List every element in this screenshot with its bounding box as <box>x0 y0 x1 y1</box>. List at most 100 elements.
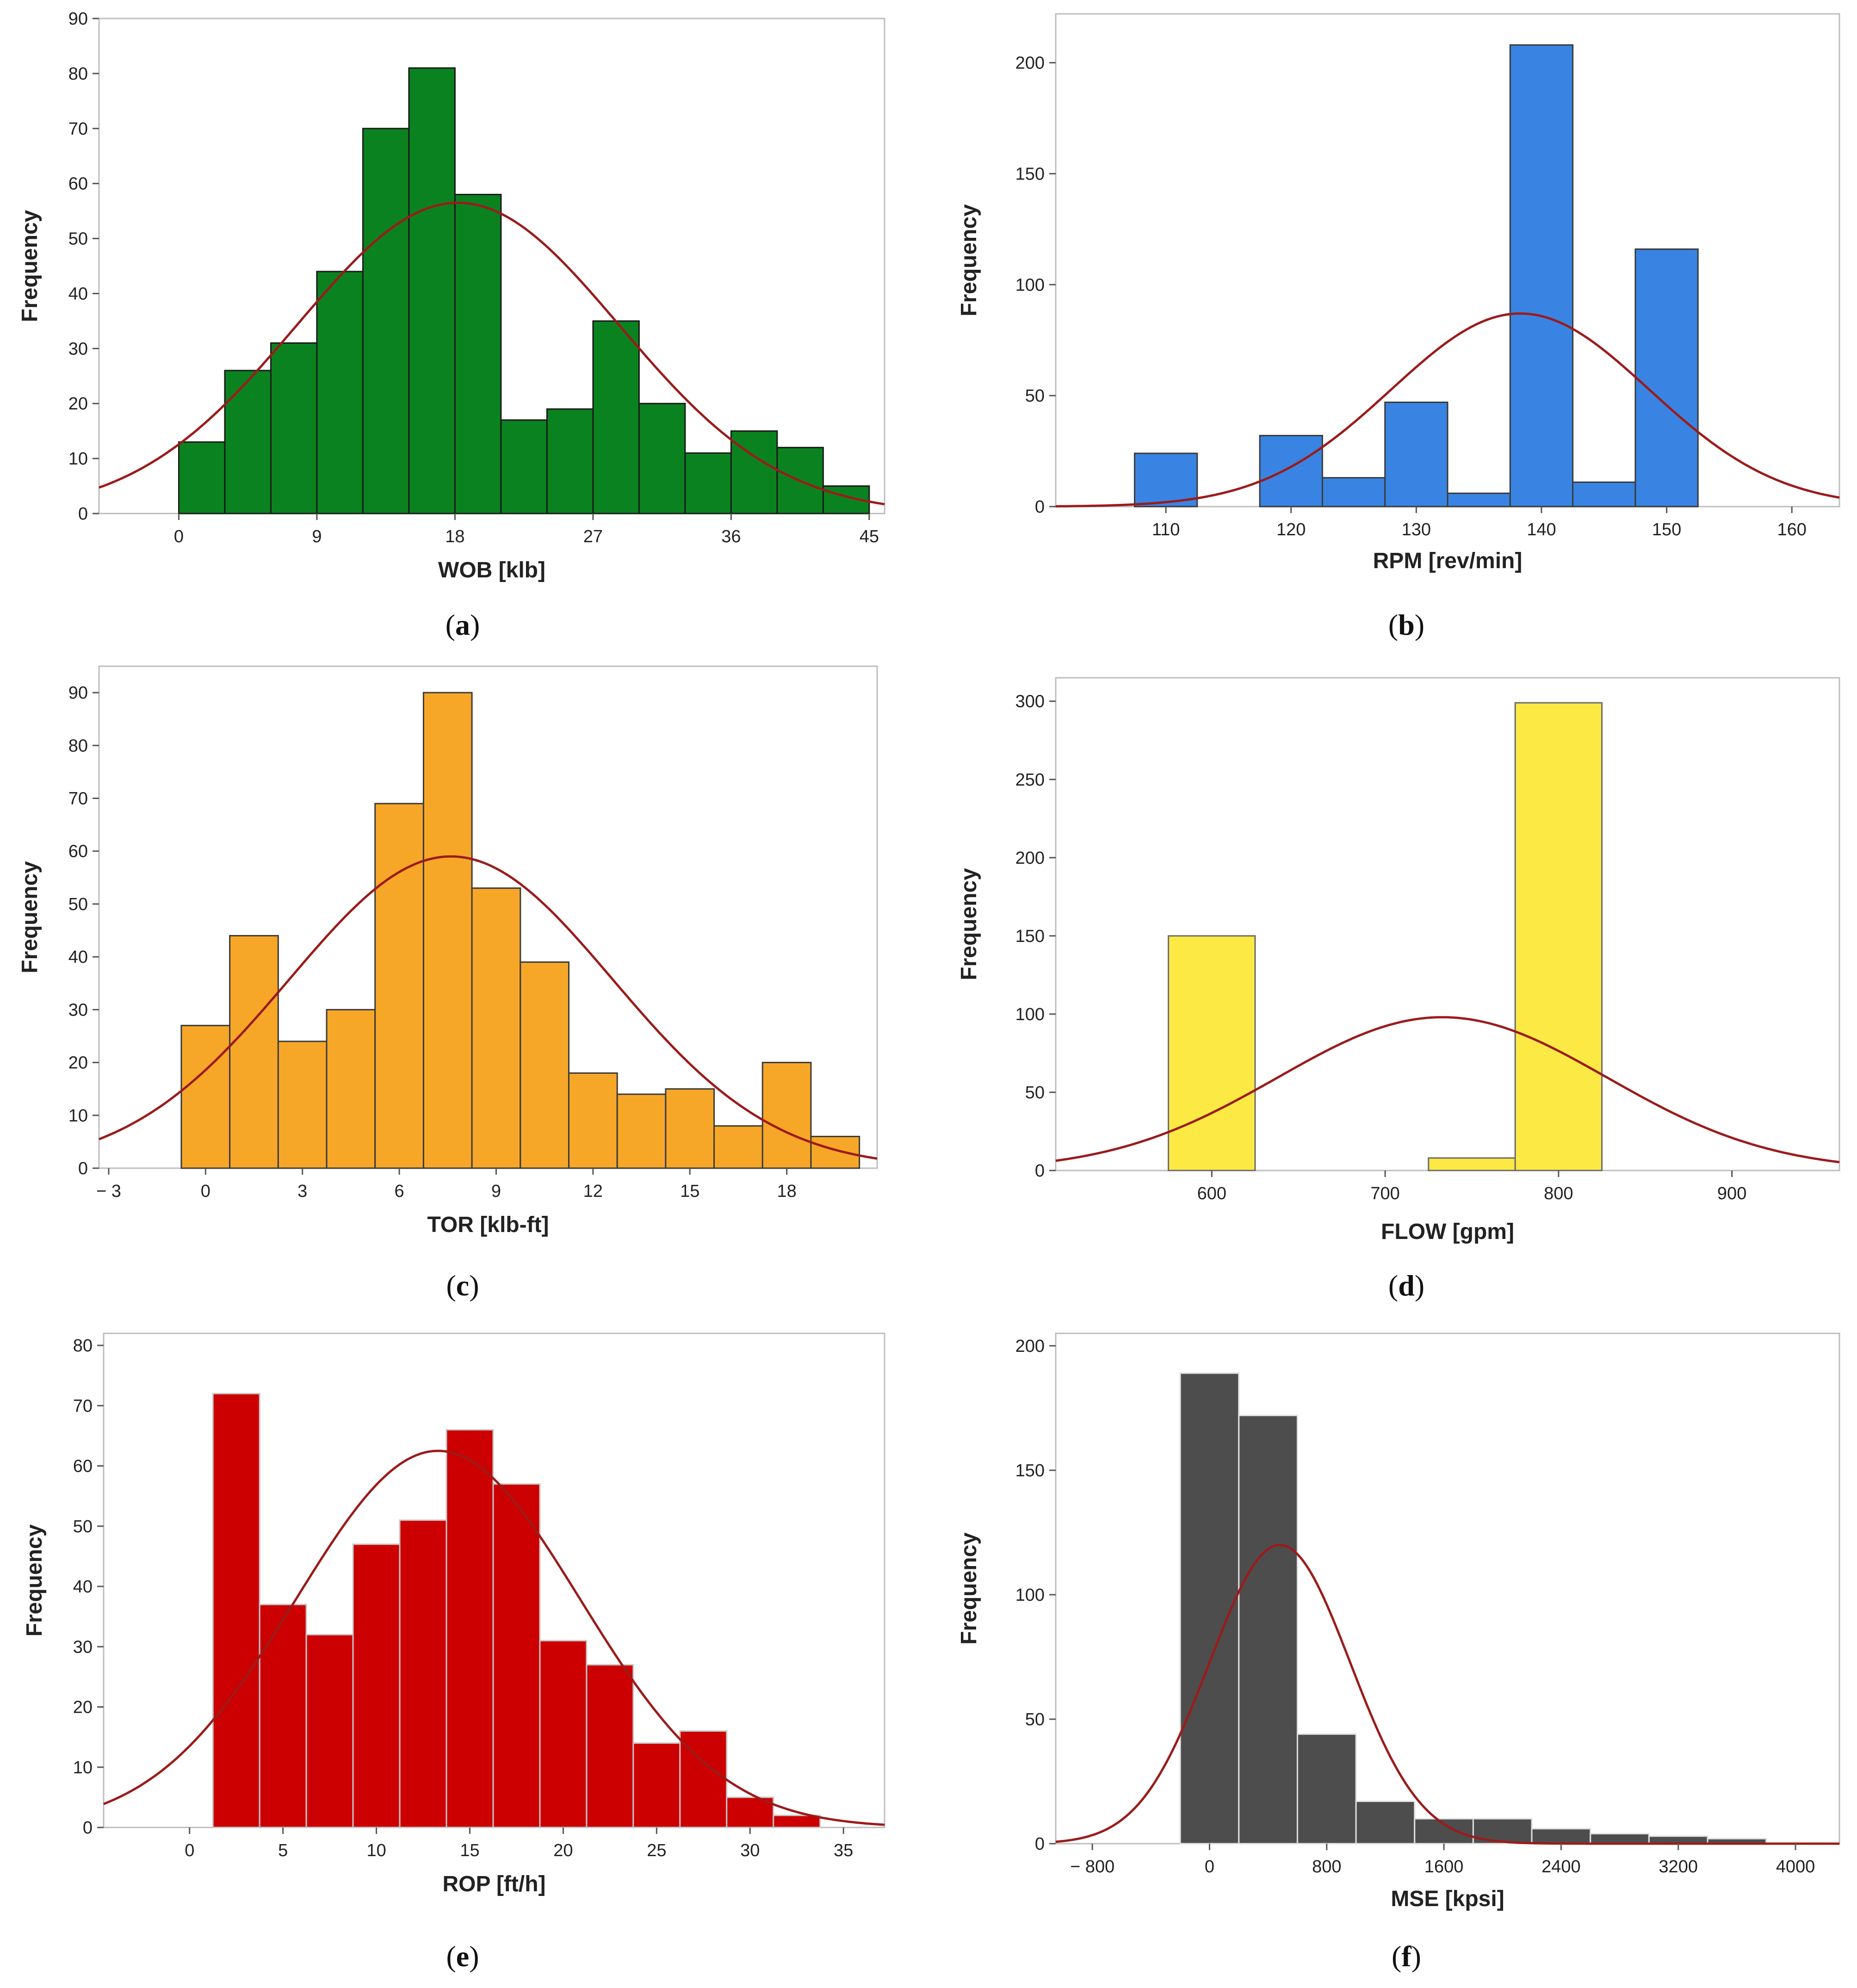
bar-a-8 <box>546 408 594 514</box>
y-tick-label: 250 <box>1015 770 1045 790</box>
x-axis-label: ROP [ft/h] <box>442 1872 545 1896</box>
bar-c-13 <box>810 1135 860 1169</box>
bar-c-7 <box>520 961 569 1169</box>
normal-fit-curve <box>1055 1543 1839 1845</box>
bar-a-0 <box>178 441 226 514</box>
y-axis-label: Frequency <box>18 861 42 973</box>
bar-d-3 <box>1428 1157 1516 1171</box>
x-tick-label: 9 <box>491 1182 501 1201</box>
y-tick-label: 10 <box>68 449 88 469</box>
bar-c-8 <box>568 1072 618 1169</box>
x-tick-label: 35 <box>834 1841 853 1860</box>
bar-f-4 <box>1414 1818 1474 1845</box>
y-tick-label: 50 <box>1025 1083 1045 1102</box>
bar-c-1 <box>229 935 279 1169</box>
y-tick-label: 50 <box>68 895 88 914</box>
panel-caption: (e) <box>446 1940 479 1973</box>
bar-c-3 <box>326 1009 376 1169</box>
bar-e-8 <box>586 1664 634 1828</box>
y-tick-label: 0 <box>83 1818 93 1838</box>
panel-caption-letter: a <box>455 608 470 641</box>
x-tick-label: 110 <box>1152 520 1180 539</box>
bar-a-2 <box>270 342 318 514</box>
x-tick-label: 600 <box>1197 1184 1226 1203</box>
chart-b: 0 50 100 150 200 110 120 130 140 150 160 RPM [rev/m… <box>957 13 1840 641</box>
y-axis-label: Frequency <box>22 1524 47 1636</box>
x-tick-label: 15 <box>680 1182 699 1201</box>
y-tick-label: 40 <box>68 948 88 967</box>
chart-a: 0 10 20 30 40 50 60 70 80 90 0 9 18 27 36 45 WOB [klb] Fr… <box>18 9 885 641</box>
x-tick-label: 12 <box>583 1182 603 1201</box>
y-tick-label: 150 <box>1015 927 1045 946</box>
y-tick-label: 20 <box>68 394 88 414</box>
x-tick-label: 18 <box>777 1182 796 1201</box>
y-tick-label: 0 <box>1035 1834 1045 1854</box>
x-tick-label: 18 <box>445 527 464 546</box>
bar-c-2 <box>277 1040 328 1169</box>
x-tick-label: 0 <box>185 1841 194 1860</box>
x-tick-label: 0 <box>1205 1857 1214 1877</box>
x-tick-label: 700 <box>1370 1184 1399 1203</box>
y-tick-label: 300 <box>1015 692 1045 712</box>
x-tick-label: 800 <box>1544 1184 1573 1203</box>
x-tick-label: 5 <box>278 1841 288 1860</box>
y-tick-label: 0 <box>1035 497 1045 517</box>
x-axis-label: RPM [rev/min] <box>1373 549 1523 573</box>
x-tick-label: 130 <box>1402 520 1431 539</box>
x-tick-label: 3200 <box>1659 1857 1698 1877</box>
y-tick-label: 30 <box>68 339 88 359</box>
bar-a-10 <box>638 403 686 514</box>
normal-fit-curve <box>103 1449 885 1826</box>
y-tick-label: 20 <box>73 1698 93 1717</box>
chart-f: 0 50 100 150 200 − 800 0 800 1600 2400 3200 4000 MSE… <box>957 1332 1840 1973</box>
x-tick-label: 25 <box>647 1841 666 1860</box>
y-tick-label: 30 <box>73 1637 93 1657</box>
bar-b-0 <box>1133 452 1198 508</box>
bar-d-0 <box>1168 935 1256 1171</box>
y-tick-label: 90 <box>68 683 88 703</box>
chart-e: 0 10 20 30 40 50 60 70 80 0 5 10 15 20 25 30 35 ROP [ft/h… <box>22 1332 885 1973</box>
y-tick-label: 70 <box>68 789 88 809</box>
bar-a-5 <box>408 67 456 514</box>
x-tick-label: 9 <box>312 527 322 546</box>
y-tick-label: 80 <box>68 64 88 84</box>
x-tick-label: 3 <box>297 1182 307 1201</box>
bar-a-6 <box>454 193 502 514</box>
y-tick-label: 50 <box>1025 386 1045 406</box>
y-tick-label: 20 <box>68 1053 88 1073</box>
bar-c-9 <box>616 1093 667 1169</box>
bar-e-2 <box>305 1634 354 1828</box>
y-tick-label: 50 <box>73 1517 93 1536</box>
y-tick-label: 60 <box>68 842 88 861</box>
bar-a-12 <box>730 430 778 514</box>
y-tick-label: 70 <box>68 119 88 139</box>
panel-caption-letter: b <box>1398 608 1415 641</box>
bar-e-1 <box>259 1604 307 1828</box>
chart-c: 0 10 20 30 40 50 60 70 80 90 − 3 0 3 6 9 12 15 18 TOR [klb… <box>18 665 878 1302</box>
y-axis-label: Frequency <box>957 868 981 980</box>
bar-c-11 <box>713 1125 763 1169</box>
bar-e-4 <box>399 1519 447 1828</box>
x-tick-label: 36 <box>721 527 741 546</box>
y-tick-label: 80 <box>73 1336 93 1356</box>
x-tick-label: 0 <box>201 1182 210 1201</box>
x-tick-label: 150 <box>1652 520 1681 539</box>
y-tick-label: 40 <box>68 284 88 303</box>
y-tick-label: 100 <box>1015 1005 1045 1024</box>
y-tick-label: 50 <box>1025 1710 1045 1729</box>
bar-e-6 <box>492 1483 541 1828</box>
normal-fit-curve <box>1055 312 1840 508</box>
bar-f-2 <box>1296 1733 1357 1845</box>
x-tick-label: 45 <box>860 527 879 546</box>
bar-a-9 <box>592 320 640 514</box>
x-tick-label: 0 <box>174 527 184 546</box>
normal-fit-curve <box>99 201 885 506</box>
bar-e-12 <box>773 1815 821 1828</box>
bar-b-5 <box>1447 492 1511 508</box>
bar-b-3 <box>1321 477 1386 508</box>
bar-f-3 <box>1355 1801 1416 1845</box>
panel-caption: (a) <box>446 608 480 641</box>
x-axis-label: WOB [klb] <box>438 558 545 582</box>
y-axis-label: Frequency <box>957 1532 981 1645</box>
x-tick-label: 2400 <box>1541 1857 1581 1877</box>
